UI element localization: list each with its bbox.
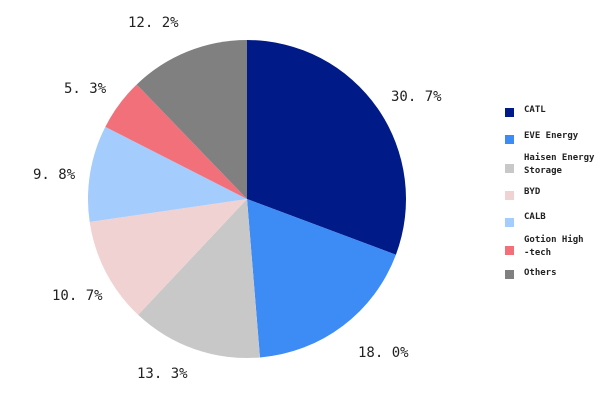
pie-slice-haisen bbox=[138, 199, 260, 358]
legend-swatch bbox=[505, 218, 514, 227]
legend-label: BYD bbox=[524, 187, 541, 197]
pie-slices bbox=[87, 40, 407, 358]
legend-label: Others bbox=[524, 268, 557, 278]
label-eve-energy: 18. 0% bbox=[358, 345, 409, 361]
legend-label: Haisen Energy Storage bbox=[524, 153, 595, 176]
legend-label: EVE Energy bbox=[524, 131, 579, 141]
legend-swatch bbox=[505, 246, 514, 255]
pie-slice-catl bbox=[247, 40, 407, 255]
pie-slice-gotion bbox=[105, 84, 248, 199]
label-haisen: 13. 3% bbox=[137, 366, 188, 382]
label-catl: 30. 7% bbox=[391, 89, 442, 105]
pie-slice-calb bbox=[87, 126, 247, 222]
label-byd: 10. 7% bbox=[52, 288, 103, 304]
legend-swatch bbox=[505, 191, 514, 200]
legend-swatch bbox=[505, 135, 514, 144]
legend-swatch bbox=[505, 270, 514, 279]
label-calb: 9. 8% bbox=[33, 167, 76, 183]
pie-slice-others bbox=[136, 40, 247, 199]
legend-swatch bbox=[505, 108, 514, 117]
legend-label: CATL bbox=[524, 105, 546, 115]
legend-swatch bbox=[505, 164, 514, 173]
pie-slice-eve-energy bbox=[247, 199, 396, 358]
label-others: 12. 2% bbox=[128, 15, 179, 31]
legend-label: CALB bbox=[524, 212, 546, 222]
label-gotion: 5. 3% bbox=[64, 81, 107, 97]
legend-label: Gotion High -tech bbox=[524, 235, 584, 258]
pie-slice-byd bbox=[89, 199, 247, 315]
